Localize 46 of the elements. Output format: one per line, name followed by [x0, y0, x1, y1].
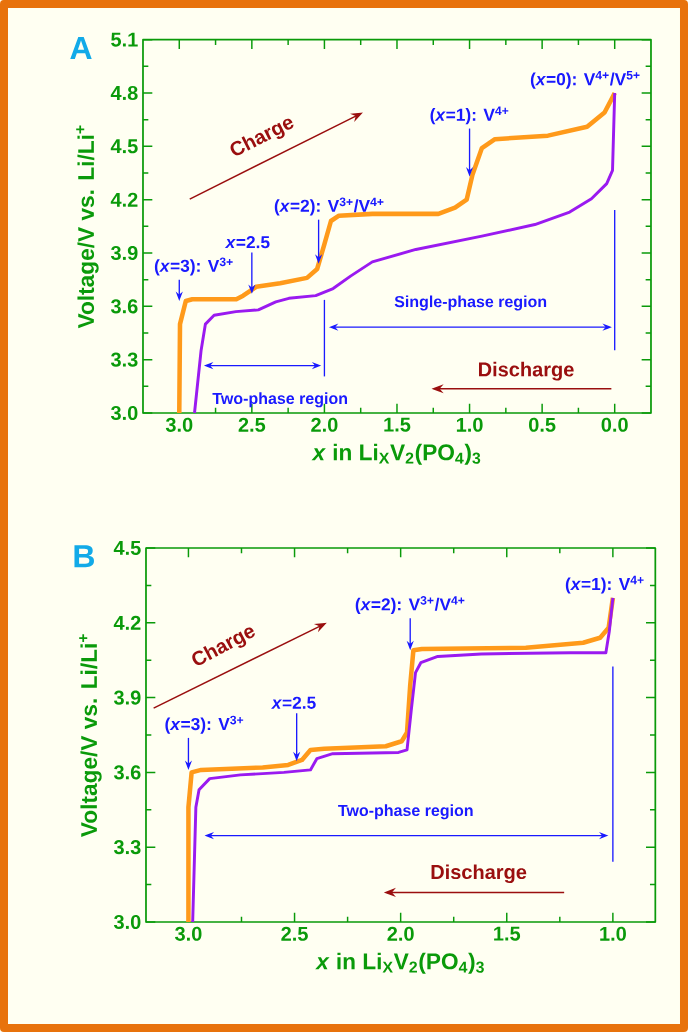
y-tick-label: 4.5 [113, 541, 141, 555]
annotation: Discharge [431, 864, 527, 884]
x-tick-label: 1.0 [456, 417, 483, 432]
y-tick-label: 3.6 [110, 299, 138, 314]
x-tick-label: 2.0 [387, 926, 414, 941]
y-axis-title: Voltage/V vs. Li/Li$^{+}$ [79, 634, 102, 838]
chart-title: A [70, 36, 92, 59]
y-axis-title: Voltage/V vs. Li/Li$^{+}$ [76, 125, 99, 329]
x-tick-label: 2.5 [238, 417, 266, 432]
y-tick-label: 5.1 [111, 32, 138, 47]
annotation: (x=2): V$^{3+}$/V$^{4+}$ [355, 596, 465, 614]
y-tick-label: 4.2 [113, 615, 141, 630]
x-tick-label: 1.5 [384, 417, 411, 432]
x-tick-label: 3.0 [165, 417, 193, 432]
annotation: Two-phase region [212, 392, 348, 408]
annotation: (x=1): V$^{4+}$ [430, 106, 509, 125]
x-tick-label: 2.5 [281, 926, 308, 941]
y-tick-label: 3.0 [113, 914, 141, 930]
text: x in Li$_{X}$V$_{2}$(PO$_{4}$)$_{3}$ [311, 443, 481, 465]
x-tick-label: 0.0 [601, 417, 628, 432]
annotation: Single-phase region [394, 295, 547, 311]
x-tick-label: 0.5 [529, 417, 556, 432]
x-tick-label: 1.5 [494, 926, 521, 941]
y-tick-label: 4.8 [110, 85, 138, 101]
y-tick-label: 3.3 [113, 840, 141, 855]
annotation: x=2.5 [224, 236, 270, 249]
x-tick-label: 3.0 [174, 926, 202, 941]
y-tick-label: 3.9 [110, 245, 138, 261]
y-tick-label: 3.9 [113, 690, 141, 705]
annotation: (x=3): V$^{3+}$ [154, 257, 233, 276]
x-tick-label: 2.0 [311, 417, 338, 432]
annotation: (x=2): V$^{3+}$/V$^{4+}$ [274, 197, 384, 216]
y-tick-label: 3.6 [113, 765, 141, 780]
y-tick-label: 4.2 [110, 192, 138, 207]
annotation: x=2.5 [271, 696, 316, 709]
y-tick-label: 3.3 [110, 352, 138, 367]
y-tick-label: 4.5 [110, 139, 138, 154]
annotation: (x=3): V$^{3+}$ [165, 715, 244, 734]
text: x in Li$_{X}$V$_{2}$(PO$_{4}$)$_{3}$ [315, 952, 484, 974]
annotation: (x=1): V$^{4+}$ [565, 575, 644, 594]
annotation: (x=0): V$^{4+}$/V$^{5+}$ [530, 70, 640, 89]
chart-title: B [74, 545, 94, 568]
x-tick-label: 1.0 [600, 926, 626, 941]
annotation: Two-phase region [338, 804, 473, 820]
y-tick-label: 3.0 [110, 405, 138, 421]
annotation: Discharge [479, 361, 574, 381]
